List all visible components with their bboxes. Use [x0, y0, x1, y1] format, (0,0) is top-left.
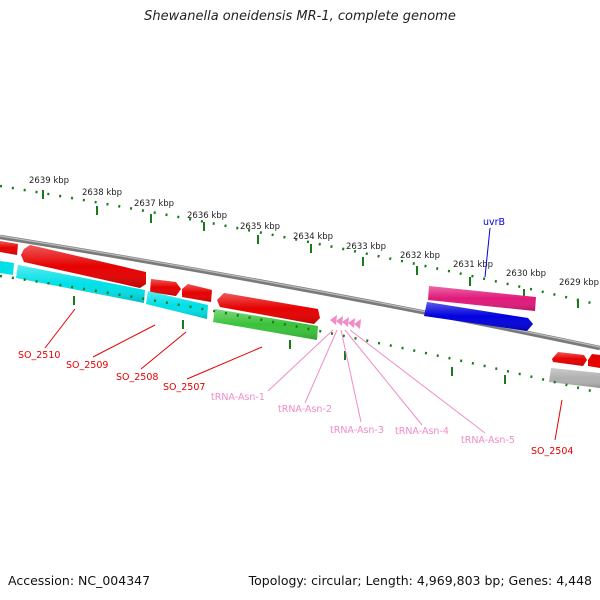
kbp-label: 2633 kbp [346, 242, 386, 252]
forward-strand-genes [0, 241, 600, 368]
gene-label-so2510[interactable]: SO_2510 [18, 308, 76, 361]
gene-label: SO_2509 [66, 360, 108, 371]
genome-summary: Topology: circular; Length: 4,969,803 bp… [248, 573, 592, 588]
kbp-label: 2634 kbp [293, 232, 333, 242]
trna-label[interactable]: tRNA-Asn-4 [395, 426, 449, 437]
trna-label[interactable]: tRNA-Asn-1 [211, 392, 265, 403]
trna-arrow[interactable] [348, 318, 355, 328]
kbp-label: 2632 kbp [400, 251, 440, 261]
trna-arrow[interactable] [342, 317, 349, 327]
gene-label: SO_2508 [116, 372, 158, 383]
accession-label: Accession: NC_004347 [8, 573, 151, 588]
trna-labels [267, 329, 486, 434]
gene-label-uvrB[interactable]: uvrB [483, 217, 505, 278]
kbp-label: 2636 kbp [187, 211, 227, 221]
gene-label: SO_2507 [163, 382, 205, 393]
gene-arrow[interactable] [0, 241, 18, 255]
outer-major-ticks [42, 190, 579, 308]
kbp-label: 2639 kbp [29, 176, 69, 186]
map-title: Shewanella oneidensis MR-1, complete gen… [144, 9, 456, 24]
gene-label-so2508[interactable]: SO_2508 [116, 331, 187, 383]
kbp-label: 2630 kbp [506, 269, 546, 279]
outer-scale-ring [0, 184, 600, 307]
kbp-label: 2635 kbp [240, 222, 280, 232]
gene-label: uvrB [483, 217, 505, 228]
trna-arrow[interactable] [336, 316, 343, 326]
kbp-labels: 2639 kbp 2638 kbp 2637 kbp 2636 kbp 2635… [29, 176, 599, 288]
gene-label: SO_2510 [18, 350, 60, 361]
gene-label-so2504[interactable]: SO_2504 [531, 399, 573, 457]
genome-backbone [0, 234, 600, 351]
trna-label[interactable]: tRNA-Asn-5 [461, 435, 515, 446]
trna-label[interactable]: tRNA-Asn-3 [330, 425, 384, 436]
gene-label-so2509[interactable]: SO_2509 [66, 324, 156, 371]
kbp-label: 2629 kbp [559, 278, 599, 288]
trna-arrow[interactable] [330, 315, 337, 325]
gene-arrow[interactable] [0, 261, 14, 275]
inner-major-ticks [73, 296, 506, 384]
gene-arrow[interactable] [588, 354, 600, 368]
trna-arrow[interactable] [354, 319, 361, 329]
gene-label-so2507[interactable]: SO_2507 [163, 346, 263, 393]
trna-chevrons [330, 315, 361, 329]
kbp-label: 2638 kbp [82, 188, 122, 198]
trna-label[interactable]: tRNA-Asn-2 [278, 404, 332, 415]
kbp-label: 2637 kbp [134, 199, 174, 209]
gene-label: SO_2504 [531, 446, 573, 457]
inner-scale-ring [0, 274, 600, 395]
reverse-strand-genes [0, 261, 600, 388]
kbp-label: 2631 kbp [453, 260, 493, 270]
